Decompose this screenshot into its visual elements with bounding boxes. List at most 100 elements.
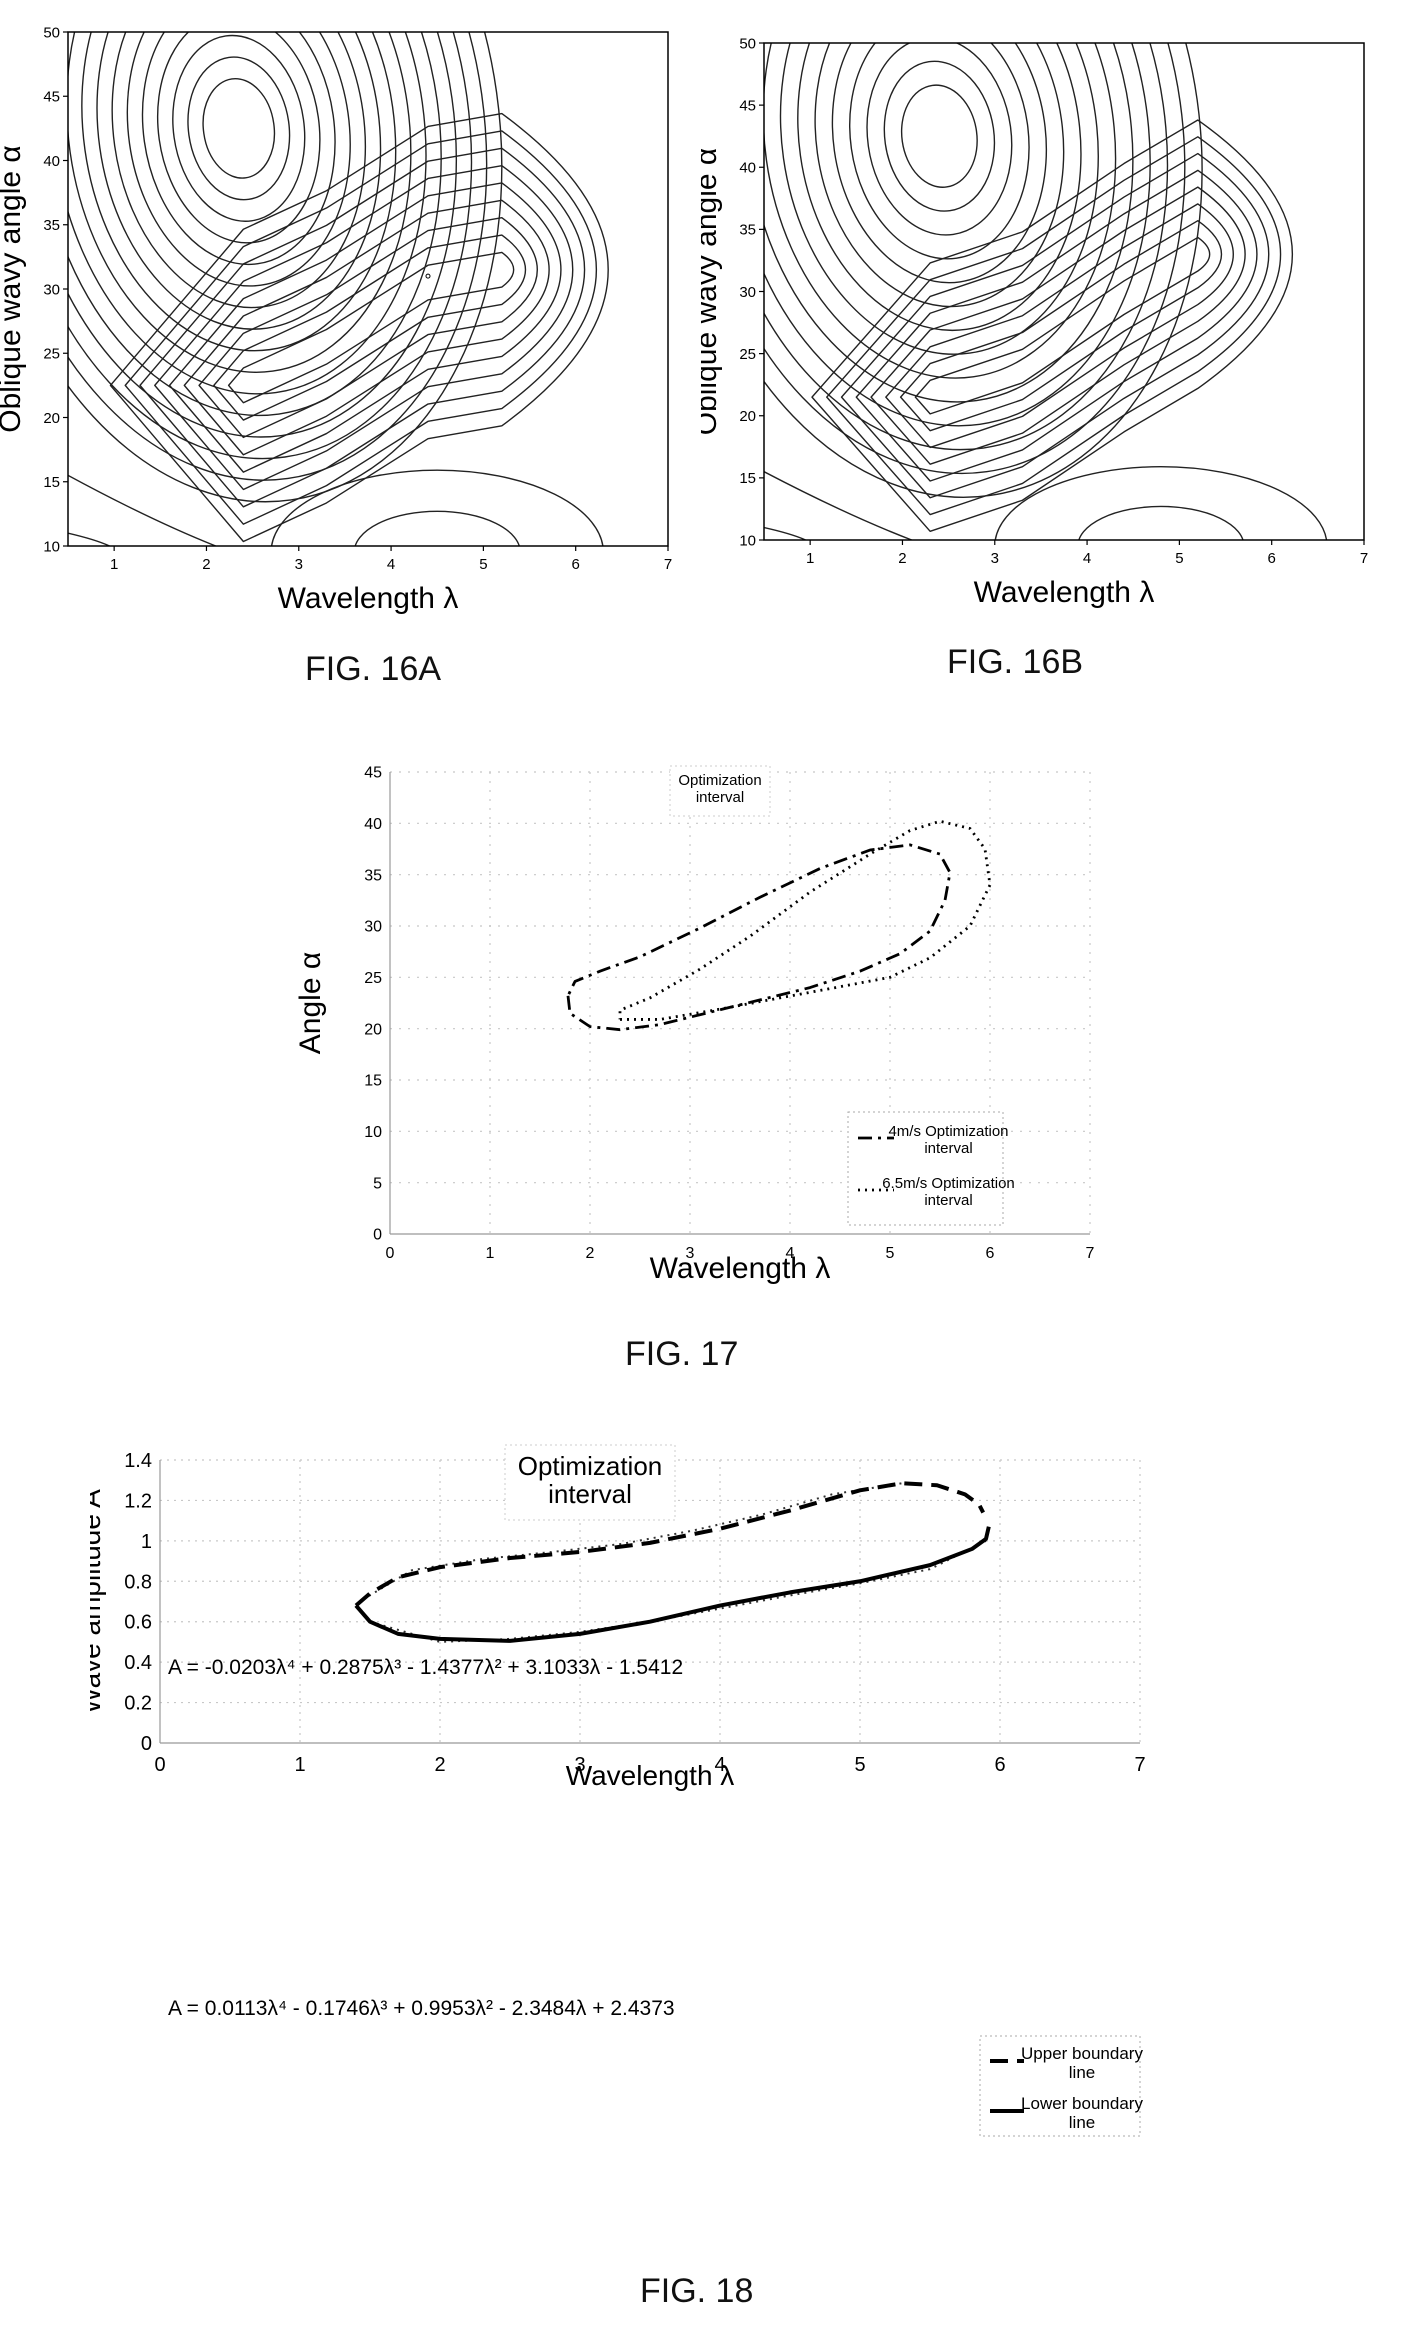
contour-band: [914, 236, 1211, 415]
x-tick-label: 5: [1175, 550, 1183, 567]
contour-ring: [141, 32, 336, 266]
y-tick-label: 25: [739, 346, 756, 363]
fig17-figure: 0 1 2 3 4 5 6 7 0 5 10 15 20 25 30 35 40 45 Wavelength λ An…: [280, 722, 1140, 1402]
legend-label-1-line-2: line: [1069, 2063, 1095, 2082]
y-tick-label: 40: [43, 153, 60, 170]
series-line-2: [354, 1526, 991, 1643]
contour-ring: [68, 32, 442, 417]
contour-ring: [797, 43, 1082, 332]
contour-ring: [68, 32, 412, 373]
contour-band: [855, 169, 1258, 482]
contour-lines: [68, 32, 609, 546]
y-tick-label: 1.2: [124, 1490, 152, 1512]
x-tick-label: 3: [295, 556, 303, 573]
contour-ring: [779, 43, 1099, 355]
y-tick-label: 25: [364, 970, 382, 987]
contour-lines: [764, 43, 1328, 540]
contour-band: [154, 164, 574, 491]
x-tick-label: 6: [986, 1245, 995, 1262]
fit-curve-line: [369, 1539, 987, 1643]
x-tick-label: 5: [479, 556, 487, 573]
fit-equation-1: A = -0.0203λ⁴ + 0.2875λ³ - 1.4377λ² + 3.…: [168, 1656, 683, 1679]
contour-corner: [68, 532, 110, 546]
y-tick-label: 0: [141, 1733, 152, 1755]
contour-ring: [202, 77, 276, 179]
contour-band: [213, 234, 526, 421]
y-tick-label: 40: [364, 816, 382, 833]
contour-band: [109, 112, 609, 543]
series-line-1: [566, 843, 952, 1032]
contour-ring: [849, 43, 1030, 260]
contour-band: [899, 219, 1223, 432]
x-tick-label: 3: [991, 550, 999, 567]
x-tick-label: 3: [574, 1754, 585, 1776]
fit-equation-2: A = 0.0113λ⁴ - 0.1746λ³ + 0.9953λ² - 2.3…: [168, 1997, 675, 2020]
contour-bowl: [994, 466, 1328, 540]
contour-ring: [814, 43, 1065, 308]
x-tick-label: 1: [294, 1754, 305, 1776]
contour-band: [885, 203, 1234, 449]
y-axis-label: Oblique wavy angle α: [701, 148, 723, 436]
contour-band: [183, 199, 550, 456]
y-tick-label: 35: [739, 222, 756, 239]
y-tick-label: 0.8: [124, 1571, 152, 1593]
fig16a-figure: 1 2 3 4 5 6 7 10 15 20 25 30 35 40 45 50 Wavelength λ Obl…: [0, 0, 701, 700]
x-tick-label: 2: [586, 1245, 595, 1262]
y-tick-label: 10: [43, 538, 60, 555]
contour-ring: [68, 32, 427, 395]
contour-band: [870, 186, 1246, 465]
legend-label-2-line-1: 6.5m/s Optimization: [882, 1175, 1015, 1192]
y-tick-label: 30: [364, 919, 382, 936]
y-tick-label: 0: [373, 1227, 382, 1244]
x-tick-label: 1: [806, 550, 814, 567]
legend-label-1-line-1: 4m/s Optimization: [888, 1123, 1008, 1140]
contour-corner: [764, 471, 912, 540]
contour-ring: [764, 43, 1169, 451]
contour-band: [124, 130, 597, 525]
contour-band: [168, 182, 562, 473]
y-tick-label: 20: [43, 410, 60, 427]
contour-ring: [831, 43, 1048, 284]
contour-ring: [172, 34, 306, 222]
x-tick-label: 6: [1268, 550, 1276, 567]
x-tick-label: 2: [898, 550, 906, 567]
x-tick-label: 4: [714, 1754, 725, 1776]
y-tick-label: 45: [43, 89, 60, 106]
contour-ring: [68, 32, 503, 503]
y-tick-label: 35: [364, 867, 382, 884]
contour-ring: [900, 84, 978, 188]
y-tick-label: 30: [739, 284, 756, 301]
legend-label-2-line-2: interval: [924, 1192, 972, 1209]
x-tick-label: 1: [110, 556, 118, 573]
x-tick-label: 7: [1086, 1245, 1095, 1262]
x-tick-label: 7: [664, 556, 672, 573]
fig16a-caption: FIG. 16A: [305, 650, 442, 688]
x-tick-label: 5: [854, 1754, 865, 1776]
y-tick-label: 15: [739, 470, 756, 487]
contour-band: [826, 136, 1282, 516]
x-tick-label: 1: [486, 1245, 495, 1262]
x-tick-label: 2: [202, 556, 210, 573]
y-tick-label: 25: [43, 346, 60, 363]
y-tick-label: 45: [364, 765, 382, 782]
x-tick-label: 4: [786, 1245, 795, 1262]
x-tick-label: 2: [434, 1754, 445, 1776]
y-tick-label: 15: [364, 1073, 382, 1090]
fig18-caption: FIG. 18: [640, 2272, 754, 2310]
y-tick-label: 15: [43, 474, 60, 491]
contour-ring: [68, 32, 458, 438]
contour-ring: [156, 32, 321, 244]
fig16b-caption: FIG. 16B: [947, 643, 1084, 681]
y-tick-label: 20: [364, 1021, 382, 1038]
x-tick-label: 4: [1083, 550, 1091, 567]
contour-band: [840, 152, 1270, 499]
legend-label-1-line-2: interval: [924, 1140, 972, 1157]
fig18-figure: 0 1 2 3 4 5 6 7 0 0.2 0.4 0.6 0.8 1 1.2 1.4 Wavelength λ…: [75, 1400, 1370, 2346]
annotation-mark: [425, 273, 431, 279]
fig18-chart: 0 1 2 3 4 5 6 7 0 0.2 0.4 0.6 0.8 1 1.2 1.4 Wavelength λ…: [75, 1444, 1146, 2137]
fig17-caption: FIG. 17: [625, 1335, 739, 1373]
contour-band: [198, 216, 538, 439]
y-tick-label: 0.6: [124, 1612, 152, 1634]
y-tick-label: 35: [43, 217, 60, 234]
